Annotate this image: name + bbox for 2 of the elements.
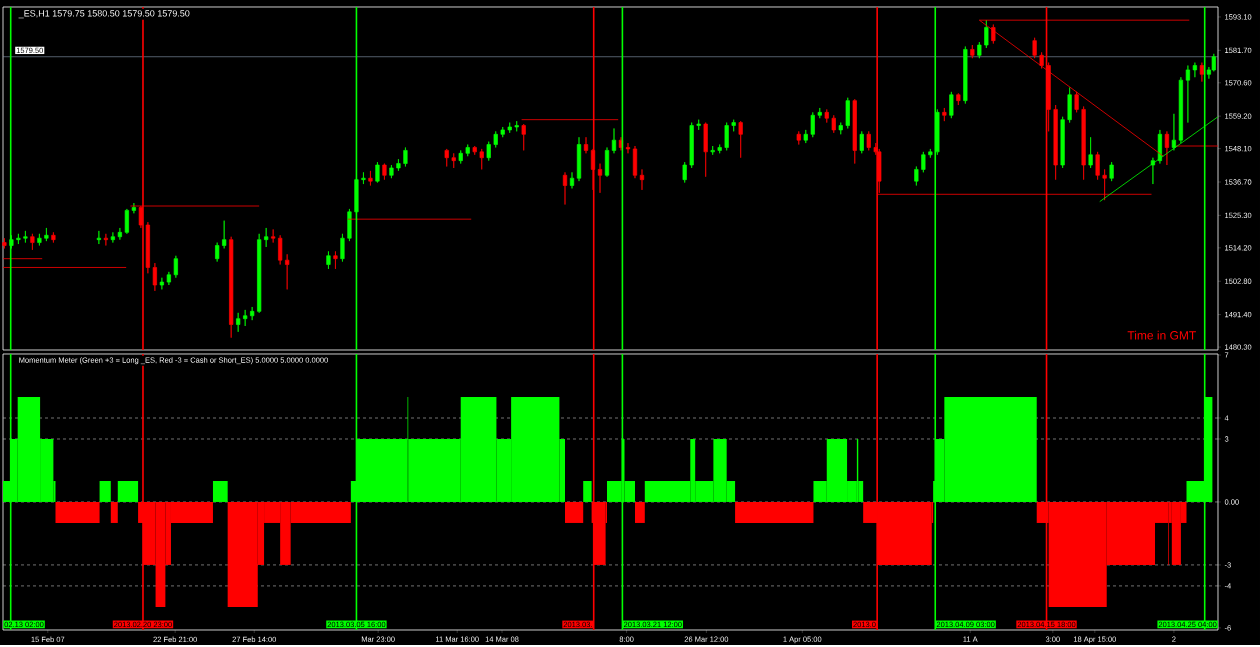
annotation: Time in GMT xyxy=(1127,330,1196,340)
chart-title: _ES,H1 1579.75 1580.50 1579.50 1579.50 xyxy=(18,10,190,19)
